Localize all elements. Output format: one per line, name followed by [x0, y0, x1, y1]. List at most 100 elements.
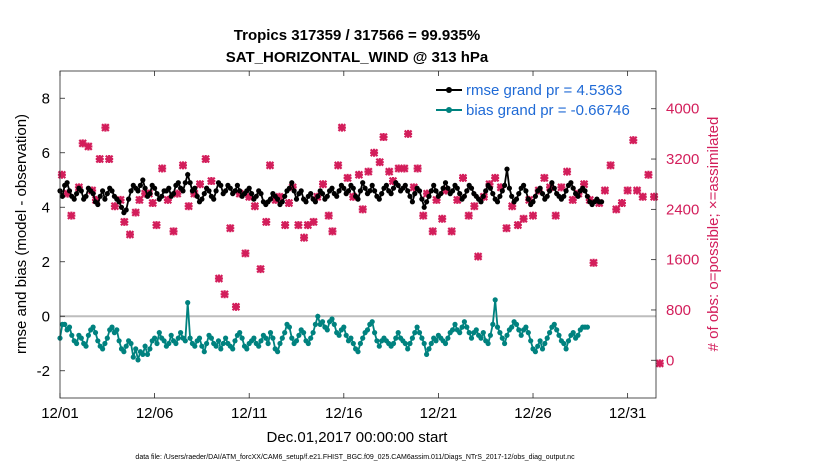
- y-tick-label: 4: [42, 199, 50, 216]
- bias-point: [452, 321, 458, 327]
- obs-count-marker: [201, 154, 210, 164]
- obs-count-marker: [369, 148, 379, 157]
- rmse-point: [563, 188, 569, 194]
- rmse-point: [450, 188, 456, 194]
- obs-count-marker: [294, 220, 303, 230]
- obs-count-marker: [579, 180, 589, 189]
- bias-point: [499, 335, 505, 341]
- obs-count-marker: [148, 198, 157, 208]
- obs-count-marker: [612, 205, 621, 214]
- bias-point: [542, 340, 548, 347]
- rmse-point: [433, 188, 439, 194]
- bias-point: [468, 335, 475, 341]
- bias-point: [185, 300, 191, 306]
- rmse-point: [530, 199, 536, 205]
- bias-point: [305, 340, 311, 347]
- bias-point: [487, 332, 493, 338]
- bias-point: [175, 335, 181, 341]
- obs-count-marker: [413, 164, 422, 173]
- bias-point: [523, 324, 529, 330]
- rmse-point: [424, 199, 430, 205]
- obs-count-marker: [328, 227, 337, 236]
- bias-point: [528, 338, 534, 344]
- plot-frame: [59, 70, 657, 399]
- obs-count-marker: [101, 123, 110, 132]
- rmse-point: [170, 191, 177, 197]
- rmse-point: [234, 182, 240, 188]
- rmse-point: [308, 191, 314, 197]
- rmse-point: [218, 182, 224, 188]
- obs-count-marker: [324, 211, 333, 220]
- rmse-point: [334, 193, 340, 199]
- rmse-point: [199, 196, 205, 202]
- obs-count-marker: [231, 302, 241, 311]
- bias-point: [547, 330, 553, 336]
- y2-tick-label: 4000: [666, 101, 699, 118]
- data-file-footnote: data file: /Users/raeder/DAI/ATM_forcXX/…: [135, 454, 575, 461]
- bias-point: [201, 349, 207, 355]
- rmse-point: [360, 180, 366, 186]
- obs-count-marker: [235, 189, 244, 198]
- rmse-point: [137, 182, 143, 188]
- bias-point: [409, 335, 415, 341]
- bias-point: [199, 343, 205, 349]
- bias-point: [156, 330, 162, 336]
- obs-count-marker: [422, 189, 432, 198]
- bias-point: [218, 346, 224, 352]
- obs-count-marker: [157, 164, 167, 173]
- bias-point: [275, 349, 281, 355]
- rmse-point: [537, 185, 543, 191]
- rmse-point: [336, 188, 342, 194]
- rmse-point: [442, 180, 449, 186]
- bias-point: [315, 313, 321, 319]
- bias-point: [428, 340, 434, 347]
- rmse-point: [504, 166, 510, 172]
- rmse-point: [166, 185, 172, 191]
- bias-point: [312, 321, 318, 327]
- bias-point: [478, 335, 484, 341]
- obs-count-marker: [284, 198, 294, 208]
- obs-count-marker: [632, 186, 642, 195]
- rmse-point: [379, 191, 385, 197]
- rmse-point: [78, 188, 84, 194]
- bias-point: [154, 340, 160, 347]
- bias-point: [92, 330, 99, 336]
- y2-axis-label: # of obs: o=possible; ×=assimilated: [705, 117, 722, 352]
- rmse-point: [303, 199, 309, 205]
- bias-point: [178, 330, 184, 336]
- bias-point: [490, 321, 496, 327]
- obs-count-marker: [152, 220, 161, 230]
- bias-point: [187, 335, 193, 341]
- obs-count-marker: [333, 161, 343, 170]
- rmse-point: [159, 193, 165, 199]
- rmse-point: [185, 172, 191, 178]
- obs-count-marker: [441, 186, 451, 195]
- obs-count-marker: [458, 173, 468, 183]
- bias-point: [62, 321, 68, 327]
- rmse-point: [126, 196, 132, 202]
- bias-point: [461, 319, 467, 325]
- rmse-point: [431, 182, 437, 188]
- obs-count-marker: [207, 176, 216, 186]
- rmse-point: [551, 185, 557, 191]
- rmse-point: [201, 191, 207, 197]
- obs-count-marker: [245, 192, 254, 201]
- y-tick-label: 2: [42, 254, 50, 271]
- bias-point: [445, 335, 451, 341]
- bias-point: [182, 338, 188, 344]
- bias-point: [289, 335, 295, 341]
- bias-point: [85, 332, 91, 338]
- rmse-point: [547, 188, 553, 194]
- rmse-point: [412, 191, 418, 197]
- rmse-point: [123, 207, 129, 213]
- bias-point: [414, 324, 420, 330]
- bias-point: [584, 324, 591, 330]
- rmse-point: [468, 185, 475, 191]
- rmse-point: [478, 199, 484, 205]
- bias-point: [310, 330, 316, 336]
- obs-count-marker: [540, 173, 549, 183]
- legend-box: [432, 79, 646, 125]
- bias-point: [502, 340, 508, 347]
- rmse-point: [291, 188, 297, 194]
